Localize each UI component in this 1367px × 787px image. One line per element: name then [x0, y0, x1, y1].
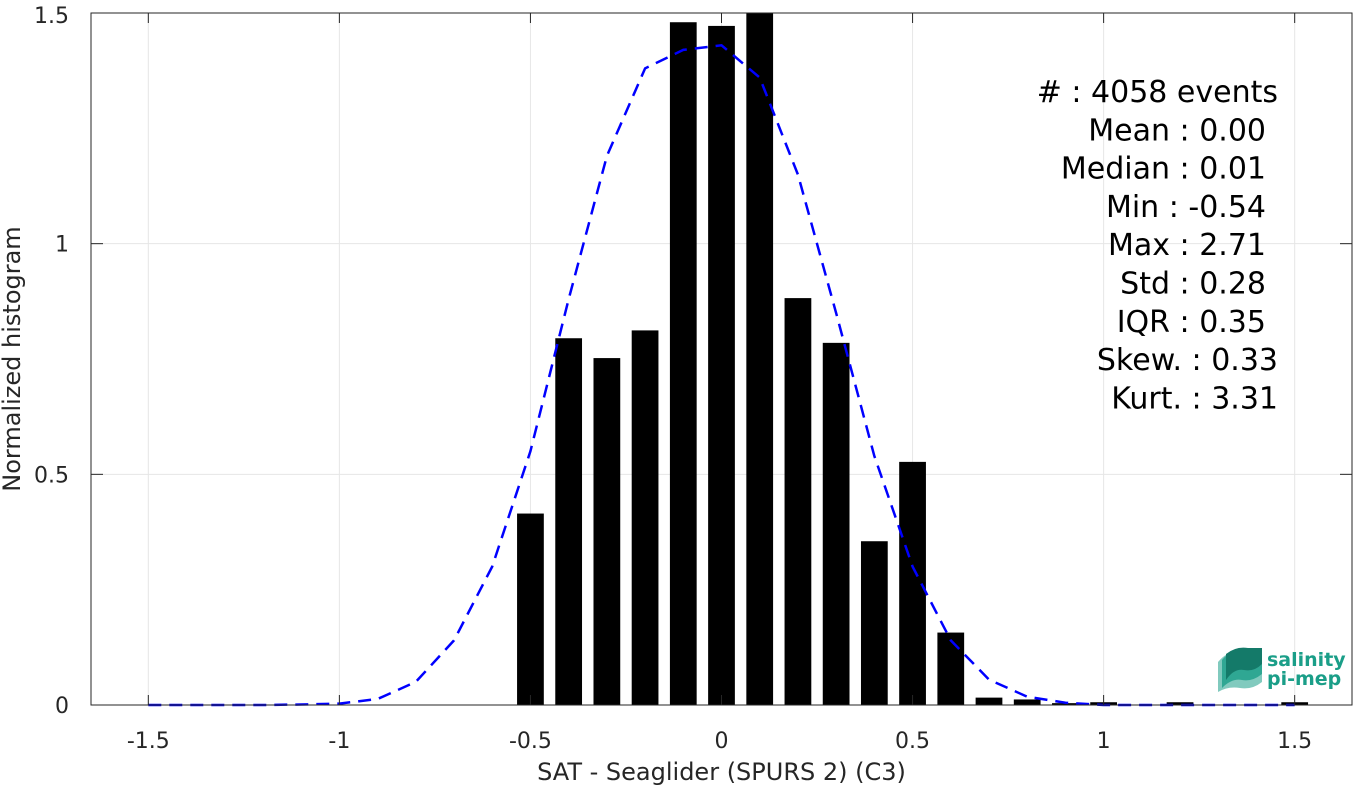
y-tick-label: 0.5 [34, 463, 69, 488]
x-tick-label: 1.5 [1277, 729, 1312, 754]
histogram-bar [899, 461, 926, 705]
x-axis-label: SAT - Seaglider (SPURS 2) (C3) [537, 758, 906, 786]
histogram-bar [517, 513, 544, 705]
stat-line: Max : 2.71 [1108, 228, 1266, 263]
logo-wave-icon [1218, 647, 1262, 692]
stat-line: IQR : 0.35 [1117, 305, 1266, 340]
x-tick-label: 0.5 [895, 729, 930, 754]
histogram-bar [822, 342, 850, 705]
histogram-bar [631, 330, 659, 705]
stat-line: Median : 0.01 [1061, 152, 1266, 187]
stat-line: Skew. : 0.33 [1097, 343, 1278, 378]
x-tick-label: -1 [328, 729, 350, 754]
histogram-bar [708, 25, 735, 705]
x-tick-label: 1 [1097, 729, 1111, 754]
histogram-bar [975, 697, 1003, 705]
histogram-bar [746, 13, 774, 705]
stat-line: Min : -0.54 [1106, 190, 1266, 225]
stat-line: Std : 0.28 [1120, 267, 1266, 302]
x-tick-label: 0 [715, 729, 729, 754]
axis-ticks [91, 12, 1352, 706]
stat-line: # : 4058 events [1037, 75, 1278, 110]
y-tick-label: 1 [55, 233, 69, 258]
histogram-bar [784, 298, 812, 705]
salinity-pi-mep-logo: salinity pi-mep [1218, 647, 1346, 692]
x-tick-labels: -1.5 -1 -0.5 0 0.5 1 1.5 [127, 729, 1312, 754]
y-tick-label: 1.5 [34, 4, 69, 29]
logo-text-pi-mep: pi-mep [1267, 668, 1341, 690]
y-tick-label: 0 [55, 694, 69, 719]
y-axis-label: Normalized histogram [0, 226, 26, 491]
histogram-bars [517, 13, 1309, 705]
histogram-bar [1013, 699, 1041, 705]
x-tick-label: -1.5 [127, 729, 170, 754]
histogram-bar [555, 338, 583, 705]
histogram-bar [860, 541, 888, 705]
stat-line: Kurt. : 3.31 [1111, 381, 1278, 416]
y-tick-labels: 0 0.5 1 1.5 [34, 4, 69, 719]
histogram-bar [937, 632, 965, 705]
stat-line: Mean : 0.00 [1088, 113, 1266, 148]
histogram-bar [1166, 702, 1194, 705]
x-tick-label: -0.5 [509, 729, 552, 754]
logo-text-salinity: salinity [1267, 649, 1346, 671]
histogram-bar [669, 22, 697, 705]
histogram-bar [593, 358, 621, 705]
histogram-bar [1052, 703, 1079, 705]
